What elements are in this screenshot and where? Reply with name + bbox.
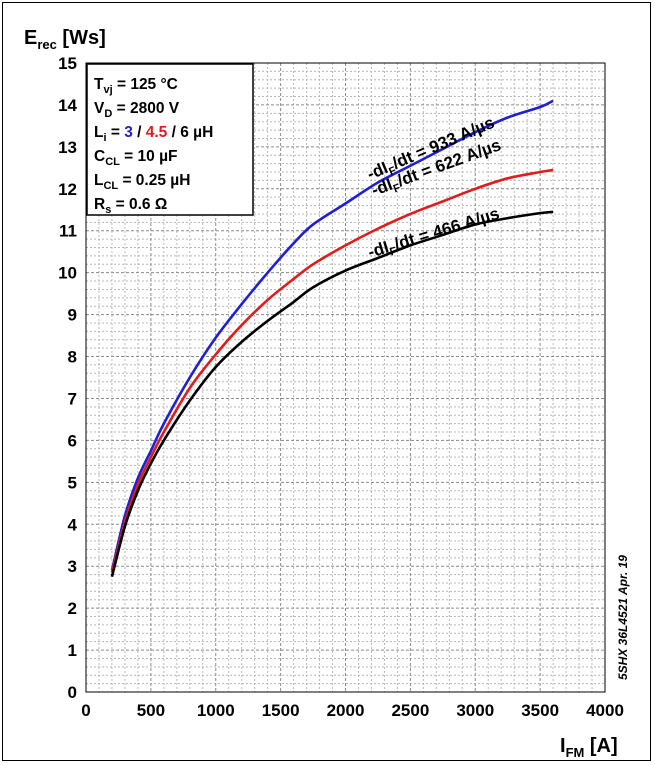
condition-ccl: CCL = 10 µF	[94, 148, 178, 168]
y-tick-label: 3	[68, 557, 77, 576]
y-tick-label: 8	[68, 348, 77, 367]
y-axis-title: Erec [Ws]	[24, 27, 106, 52]
condition-rs: Rs = 0.6 Ω	[94, 196, 167, 216]
document-reference-note: 5SHX 36L4521 Apr. 19	[616, 555, 630, 680]
x-tick-label: 3500	[521, 701, 559, 720]
y-tick-label: 5	[68, 473, 77, 492]
y-tick-label: 11	[59, 222, 77, 241]
x-tick-label: 500	[137, 701, 165, 720]
y-tick-label: 15	[58, 54, 77, 73]
x-tick-label: 1000	[197, 701, 235, 720]
x-tick-label: 1500	[262, 701, 300, 720]
y-tick-label: 10	[58, 264, 77, 283]
x-tick-label: 4000	[586, 701, 624, 720]
plot-area-border	[85, 62, 606, 693]
x-tick-label: 2000	[327, 701, 365, 720]
condition-vd: VD = 2800 V	[94, 100, 180, 120]
x-tick-label: 0	[81, 701, 90, 720]
conditions-box: Tvj = 125 °C VD = 2800 V Li = 3 / 4.5 / …	[86, 63, 254, 216]
condition-li: Li = 3 / 4.5 / 6 µH	[94, 124, 213, 144]
x-tick-label: 2500	[391, 701, 429, 720]
y-tick-label: 0	[68, 683, 77, 702]
conditions-box-border	[86, 63, 254, 216]
y-tick-label: 12	[58, 180, 77, 199]
series-line-933	[110, 99, 554, 571]
y-tick-label: 13	[58, 138, 77, 157]
x-tick-labels: 0 500 1000 1500 2000 2500 3000 3500 4000	[81, 701, 624, 720]
condition-lcl: LCL = 0.25 µH	[94, 172, 190, 192]
y-tick-label: 2	[68, 599, 77, 618]
y-tick-label: 4	[68, 515, 78, 534]
x-tick-label: 3000	[456, 701, 494, 720]
condition-tvj: Tvj = 125 °C	[94, 76, 178, 96]
series-line-466	[110, 210, 554, 578]
series-line-622	[110, 168, 554, 573]
y-tick-label: 9	[68, 306, 77, 325]
y-tick-label: 1	[68, 641, 77, 660]
x-axis-title: IFM [A]	[560, 735, 618, 760]
y-tick-label: 14	[58, 96, 77, 115]
y-tick-label: 7	[68, 389, 77, 408]
y-tick-label: 6	[68, 431, 77, 450]
